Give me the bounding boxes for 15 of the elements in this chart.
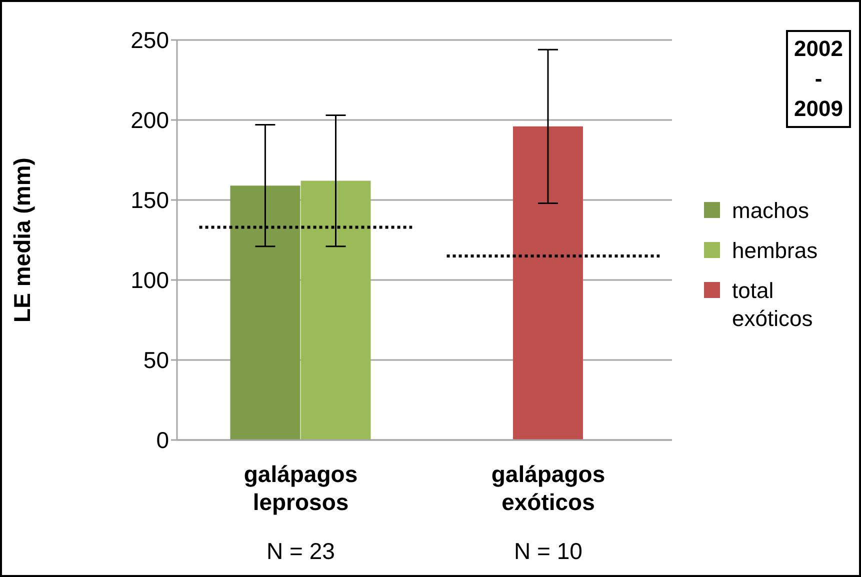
date-range-box: 2002 - 2009 [786,30,851,128]
y-tick-label: 0 [156,427,169,454]
text: N = 23 [266,538,336,565]
y-tick-label: 200 [130,107,169,134]
y-tick-label: 150 [130,187,169,214]
legend-label: machos [732,197,810,225]
text: N = 10 [513,538,584,565]
y-tick-label: 50 [143,347,169,374]
y-axis-title: LE media (mm) [9,158,36,322]
legend-label: hembras [732,237,819,265]
y-tick-label: 250 [130,27,169,54]
legend-label: total exóticos [732,277,814,333]
y-tick-label: 100 [130,267,169,294]
x-tick-label: galápagos exóticos [491,461,606,515]
x-tick-label: galápagos leprosos [244,461,358,515]
